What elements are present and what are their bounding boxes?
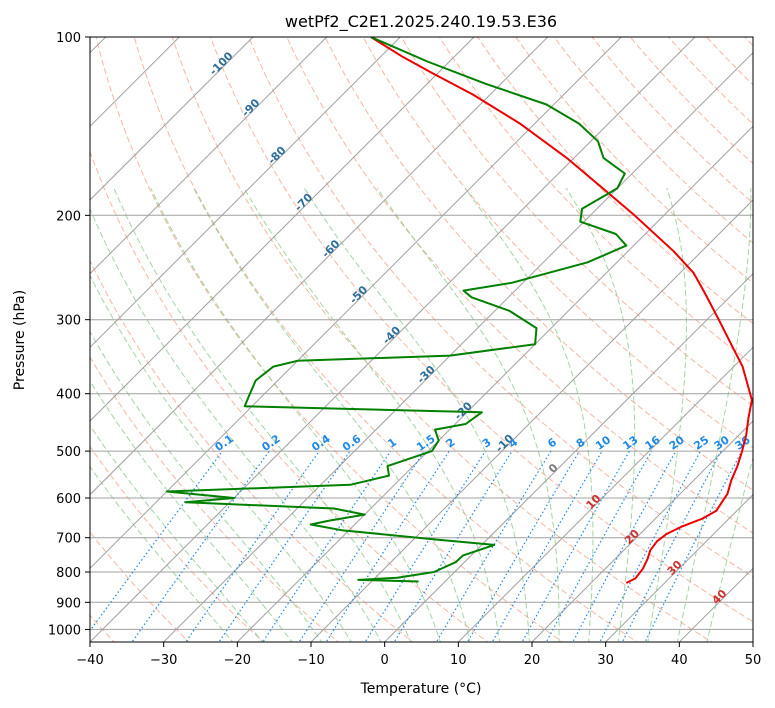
- pressure-gridlines: [90, 37, 753, 630]
- dry-adiabat-line: [248, 37, 753, 578]
- moist-adiabat-line: [303, 187, 530, 642]
- mixing-ratio-line: [325, 450, 450, 642]
- x-axis-label: Temperature (°C): [360, 681, 482, 697]
- x-tick-label: 0: [381, 653, 389, 668]
- chart-title: wetPf2_C2E1.2025.240.19.53.E36: [285, 12, 557, 32]
- mixing-ratio-lines: [90, 450, 743, 642]
- moist-adiabat-line: [647, 188, 687, 642]
- dry-adiabat-line: [210, 37, 753, 623]
- y-tick-label: 700: [56, 532, 81, 547]
- y-tick-label: 900: [56, 596, 81, 611]
- y-axis-ticks: 100 200 300 400 500 600 700 800 900 1000: [48, 31, 90, 638]
- isotherm-line: [90, 37, 402, 349]
- x-tick-label: 30: [597, 653, 614, 668]
- moist-adiabat-line: [193, 187, 471, 642]
- isotherm-line: [90, 37, 328, 275]
- x-tick-label: 50: [745, 653, 762, 668]
- isotherm-line: [383, 272, 753, 642]
- x-tick-label: 10: [450, 653, 467, 668]
- moist-adiabat-line: [376, 187, 560, 642]
- y-tick-label: 500: [56, 445, 81, 460]
- mixing-ratio-line: [262, 450, 392, 642]
- y-axis-label: Pressure (hPa): [12, 290, 28, 390]
- y-tick-label: 200: [56, 209, 81, 224]
- x-tick-label: 20: [524, 653, 541, 668]
- mixing-ratio-line: [364, 450, 486, 642]
- moist-adiabat-line: [90, 274, 352, 642]
- temperature-profile-line: [370, 37, 753, 584]
- mixing-ratio-line: [131, 450, 270, 642]
- y-tick-label: 600: [56, 492, 81, 507]
- isotherm-line: [90, 37, 696, 642]
- isotherm-line: [90, 37, 475, 422]
- y-tick-label: 1000: [48, 623, 81, 638]
- dry-adiabat-line: [90, 150, 489, 642]
- mixing-ratio-line: [90, 450, 223, 632]
- mixing-ratio-line: [599, 450, 702, 642]
- x-tick-label: −20: [224, 653, 251, 668]
- moist-adiabat-line: [676, 188, 752, 642]
- mixing-ratio-line: [621, 450, 722, 642]
- mixing-ratio-line: [393, 450, 513, 642]
- x-tick-label: 40: [671, 653, 688, 668]
- dry-adiabat-line: [477, 37, 753, 325]
- mixing-ratio-line: [298, 450, 425, 642]
- plot-area: -100-90-80-70-60-50-40-30-20-10010203040…: [90, 37, 753, 642]
- isotherm-line: [236, 125, 753, 642]
- sounding-series: [165, 37, 753, 584]
- mixing-ratio-line: [185, 450, 320, 642]
- isotherm-line: [531, 420, 753, 642]
- moist-adiabat-line: [464, 187, 594, 642]
- moist-adiabat-line: [90, 465, 234, 642]
- isotherm-line: [457, 346, 753, 642]
- y-tick-label: 800: [56, 566, 81, 581]
- mixing-ratio-line: [572, 450, 677, 642]
- x-tick-label: −40: [76, 653, 103, 668]
- dry-adiabat-line: [95, 37, 564, 642]
- isotherm-line: [604, 493, 753, 642]
- moist-adiabat-line: [90, 424, 264, 642]
- y-tick-label: 400: [56, 388, 81, 403]
- moist-adiabat-line: [565, 187, 636, 642]
- dry-adiabat-line: [362, 37, 753, 449]
- moist-adiabat-line: [113, 187, 412, 642]
- mixing-ratio-line: [466, 450, 580, 642]
- plot-frame: [89, 36, 754, 643]
- moist-adiabat-line: [90, 380, 293, 642]
- x-tick-label: −30: [150, 653, 177, 668]
- isotherm-line: [310, 199, 753, 642]
- isotherm-line: [162, 51, 753, 642]
- y-tick-label: 300: [56, 314, 81, 329]
- dry-adiabat-line: [400, 37, 753, 407]
- dewpoint-profile-line: [165, 37, 628, 583]
- isotherm-line: [90, 37, 254, 201]
- x-axis-ticks: −40 −30 −20 −10 0 10 20 30 40 50: [76, 642, 761, 668]
- y-tick-label: 100: [56, 31, 81, 46]
- dry-adiabat-line: [324, 37, 753, 491]
- x-tick-label: −10: [297, 653, 324, 668]
- dry-adiabat-line: [90, 445, 265, 642]
- isotherm-line: [90, 37, 549, 496]
- mixing-ratio-line: [218, 450, 351, 642]
